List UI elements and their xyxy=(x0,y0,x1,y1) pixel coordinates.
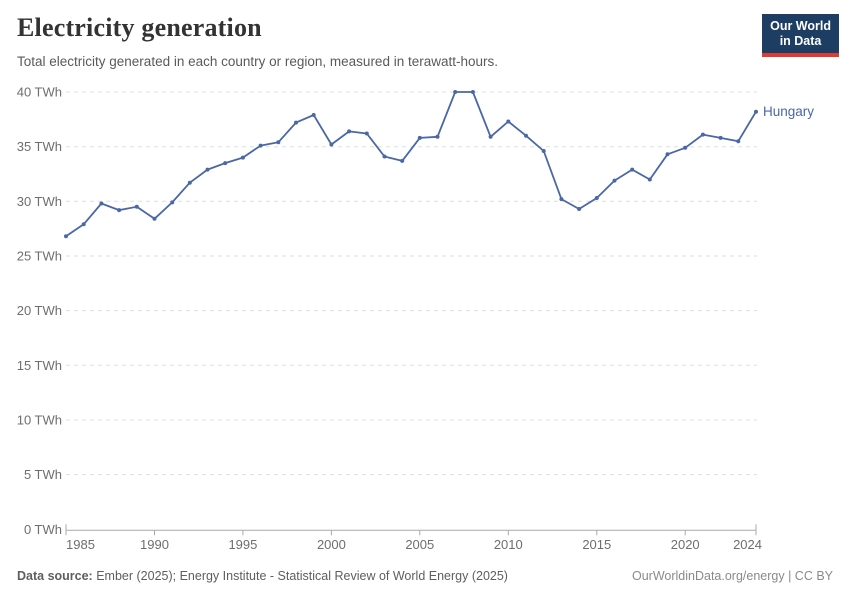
data-point[interactable] xyxy=(311,113,316,117)
x-axis-tick-label: 1995 xyxy=(228,537,257,552)
data-point[interactable] xyxy=(170,200,175,205)
owid-logo-line2: in Data xyxy=(779,34,822,48)
chart-subtitle: Total electricity generated in each coun… xyxy=(17,54,498,69)
x-axis-tick-label: 1985 xyxy=(66,537,95,552)
x-axis-tick-label: 2000 xyxy=(317,537,346,552)
data-point[interactable] xyxy=(117,208,122,213)
y-axis-tick-label: 20 TWh xyxy=(17,303,62,318)
data-point[interactable] xyxy=(258,143,263,148)
data-point[interactable] xyxy=(435,134,440,139)
y-axis-tick-label: 10 TWh xyxy=(17,413,62,428)
owid-logo-line1: Our World xyxy=(770,19,831,33)
y-axis-tick-label: 0 TWh xyxy=(24,522,62,537)
data-point[interactable] xyxy=(470,90,475,94)
series-label-hungary[interactable]: Hungary xyxy=(763,104,814,119)
data-source-note: Data source: Ember (2025); Energy Instit… xyxy=(17,569,508,583)
data-point[interactable] xyxy=(683,145,688,150)
data-point[interactable] xyxy=(64,234,68,239)
page-title: Electricity generation xyxy=(17,13,262,42)
y-axis-tick-label: 25 TWh xyxy=(17,249,62,264)
data-point[interactable] xyxy=(506,119,511,124)
data-point[interactable] xyxy=(134,204,139,209)
x-axis-tick-label: 2010 xyxy=(494,537,523,552)
data-point[interactable] xyxy=(240,155,245,160)
data-point[interactable] xyxy=(594,196,599,200)
data-point[interactable] xyxy=(612,178,617,183)
y-axis-tick-label: 5 TWh xyxy=(24,467,62,482)
data-point[interactable] xyxy=(152,216,157,221)
hungary-line[interactable] xyxy=(65,91,757,238)
data-point[interactable] xyxy=(524,133,528,138)
y-axis-tick-label: 15 TWh xyxy=(17,358,62,373)
data-point[interactable] xyxy=(417,135,422,140)
data-source-label: Data source: xyxy=(17,569,93,583)
x-axis-tick-label: 1990 xyxy=(140,537,169,552)
data-point[interactable] xyxy=(577,207,582,211)
data-point[interactable] xyxy=(276,140,281,145)
data-point[interactable] xyxy=(223,161,228,166)
data-point[interactable] xyxy=(559,197,564,202)
data-point[interactable] xyxy=(630,167,635,172)
x-axis-tick-label: 2005 xyxy=(405,537,434,552)
data-point[interactable] xyxy=(541,149,546,153)
data-point[interactable] xyxy=(364,131,369,136)
data-source-text: Ember (2025); Energy Institute - Statist… xyxy=(92,569,508,583)
owid-logo[interactable]: Our World in Data xyxy=(762,14,839,57)
data-point[interactable] xyxy=(453,90,458,94)
x-axis-tick-label: 2015 xyxy=(582,537,611,552)
data-point[interactable] xyxy=(329,142,334,147)
data-point[interactable] xyxy=(754,109,758,114)
owid-link[interactable]: OurWorldinData.org/energy | CC BY xyxy=(631,569,833,583)
data-point[interactable] xyxy=(400,158,405,163)
data-point[interactable] xyxy=(700,132,705,137)
data-point[interactable] xyxy=(718,135,723,140)
data-point[interactable] xyxy=(81,222,86,227)
y-axis-tick-label: 40 TWh xyxy=(17,85,62,100)
x-axis-tick-label: 2024 xyxy=(733,537,762,552)
y-axis-tick-label: 35 TWh xyxy=(17,139,62,154)
data-point[interactable] xyxy=(205,167,210,172)
data-point[interactable] xyxy=(294,120,298,125)
data-point[interactable] xyxy=(99,201,104,206)
data-point[interactable] xyxy=(488,134,493,139)
data-point[interactable] xyxy=(187,180,192,185)
data-point[interactable] xyxy=(665,152,670,157)
data-point[interactable] xyxy=(647,177,652,182)
y-axis-tick-label: 30 TWh xyxy=(17,194,62,209)
data-point[interactable] xyxy=(382,154,387,159)
data-point[interactable] xyxy=(736,139,741,144)
x-axis-tick-label: 2020 xyxy=(671,537,700,552)
data-point[interactable] xyxy=(347,129,352,134)
